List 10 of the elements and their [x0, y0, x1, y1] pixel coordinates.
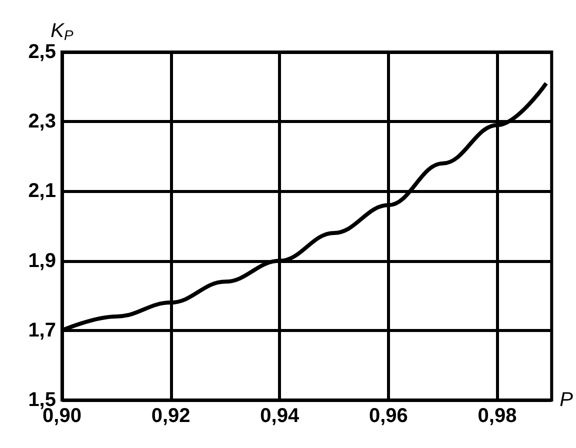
y-tick-label: 1,7: [28, 319, 56, 342]
y-tick-label: 2,3: [28, 110, 56, 133]
y-tick-label: 2,5: [28, 41, 56, 63]
y-tick-label: 1,9: [28, 250, 56, 272]
x-tick-label: 0,96: [368, 405, 408, 427]
x-tick-label: 0,94: [260, 405, 300, 427]
y-tick-label: 2,1: [28, 180, 56, 202]
x-tick-label: 0,98: [478, 405, 517, 427]
x-tick-label: 0,92: [151, 405, 190, 427]
x-axis-title: P: [560, 389, 574, 411]
